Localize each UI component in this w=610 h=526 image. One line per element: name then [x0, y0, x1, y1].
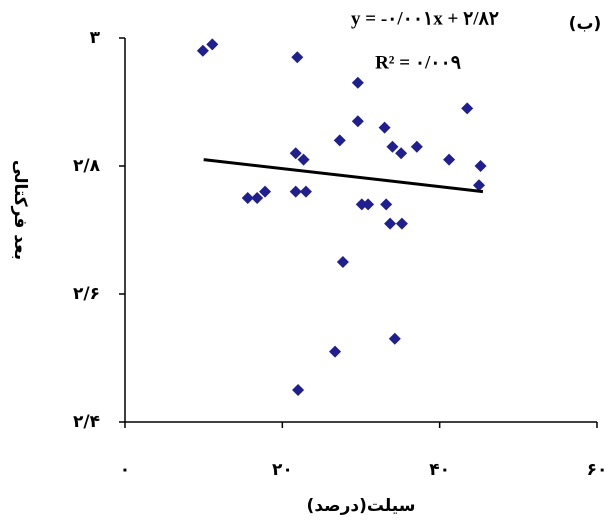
point [351, 115, 364, 128]
point [291, 51, 304, 64]
point [289, 147, 302, 160]
point [333, 134, 346, 147]
equation: y = -۰/۰۰۱x + ۲/۸۲ [351, 8, 499, 29]
point [410, 140, 423, 153]
y-tick-label: ۲/۶ [73, 284, 100, 304]
x-tick-label: ۲۰ [272, 460, 293, 480]
point [395, 147, 408, 160]
x-tick-label: ۶۰ [587, 460, 608, 480]
point [384, 217, 397, 230]
point [395, 217, 408, 230]
point [380, 198, 393, 211]
point [299, 185, 312, 198]
y-axis-label: بعد فرکتالی [10, 160, 30, 260]
point [443, 153, 456, 166]
point [329, 345, 342, 358]
point [355, 198, 368, 211]
y-tick-label: ۲/۸ [73, 156, 101, 176]
y-tick-label: ۳ [90, 28, 101, 48]
point [196, 44, 209, 57]
point [292, 384, 305, 396]
trendline [203, 158, 484, 194]
x-axis-label: سیلت(درصد) [307, 496, 416, 516]
y-tick-label: ۲/۴ [73, 412, 100, 432]
point [362, 198, 375, 211]
point [378, 121, 391, 134]
x-tick-label: ۴۰ [429, 460, 450, 480]
point [473, 179, 485, 192]
r-squared: R² = ۰/۰۰۹ [375, 52, 461, 73]
point [386, 140, 399, 153]
point [259, 185, 272, 198]
point [206, 38, 219, 51]
point [388, 332, 401, 345]
point [474, 160, 487, 172]
x-tick-label: ۰ [120, 460, 130, 480]
point [289, 185, 302, 198]
point [251, 192, 264, 204]
point [297, 153, 310, 166]
panel-label: (ب) [569, 14, 602, 34]
point [461, 102, 474, 115]
point [336, 256, 349, 268]
point [241, 192, 254, 204]
point [351, 76, 364, 89]
